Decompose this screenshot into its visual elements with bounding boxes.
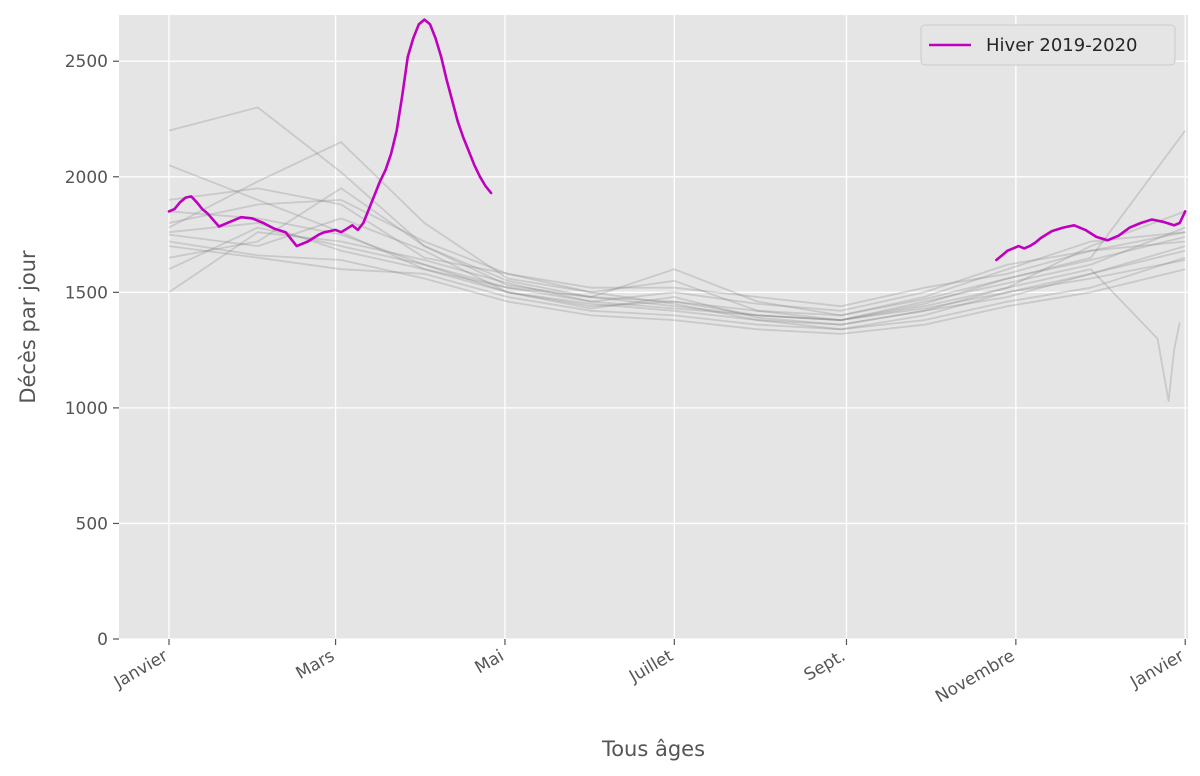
background-series-group [168,106,1186,402]
background-series-line [168,222,1186,322]
y-tick-label: 2500 [65,52,108,72]
background-series-line [168,141,1186,326]
x-tick-label: Sept. [801,646,849,685]
x-tick-label: Juillet [625,646,677,688]
background-series-line [168,187,1186,322]
y-tick-label: 0 [97,630,108,650]
background-series-line [168,210,1186,312]
x-tick-label: Mars [293,646,339,684]
x-tick-label: Janvier [1126,646,1187,693]
background-series-line [168,245,1186,331]
background-series-line [168,226,1186,326]
background-series-line [168,106,1186,322]
x-tick-label: Janvier [110,646,171,693]
legend-label: Hiver 2019-2020 [986,35,1138,56]
background-series-line [168,198,1186,308]
y-tick-label: 2000 [65,168,108,188]
x-tick-label: Mai [472,646,508,678]
y-axis-title: Décès par jour [16,250,40,404]
legend-box [920,24,1176,66]
grid-lines [119,15,1188,640]
background-series-line [168,217,1186,331]
x-tick-label: Novembre [932,646,1018,707]
y-tick-label: 1000 [65,399,108,419]
highlight-series-line [167,18,493,248]
background-series-line [168,231,1181,402]
y-tick-label: 500 [76,514,108,534]
background-series-line [168,240,1186,335]
background-series-line [168,187,1186,317]
plot-background [119,15,1188,639]
highlight-series-line [995,210,1187,262]
highlight-series-group [167,18,1187,262]
x-axis-title: Tous âges [601,737,705,761]
y-tick-label: 1500 [65,283,108,303]
legend: Hiver 2019-2020 [920,24,1176,66]
